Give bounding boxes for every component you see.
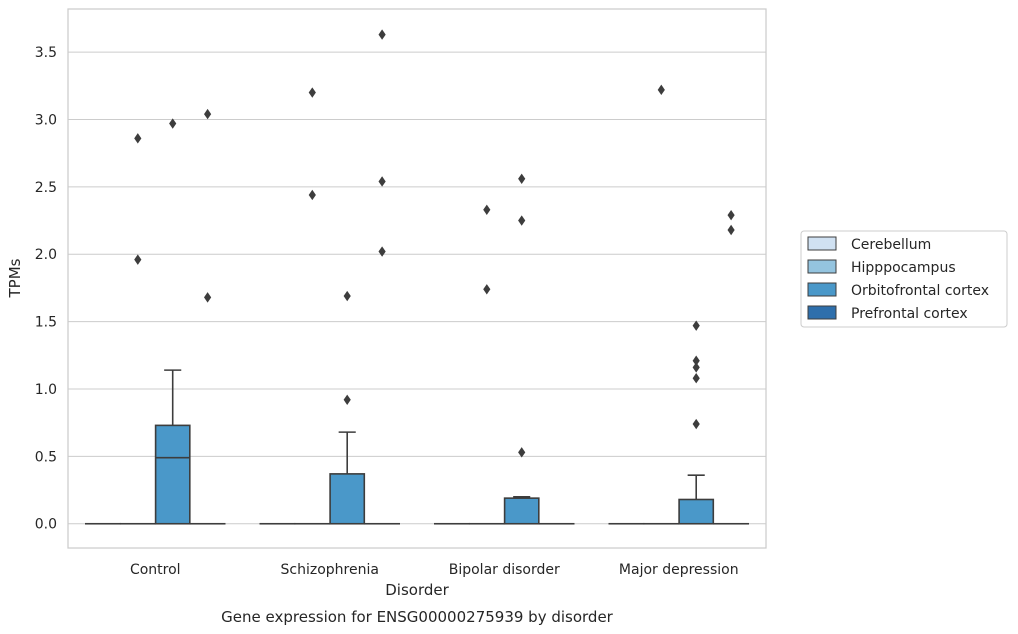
y-tick-label: 3.5 [35, 45, 57, 61]
x-axis-label: Disorder [385, 581, 449, 599]
box-iqr [154, 424, 191, 525]
outlier-point [518, 215, 526, 226]
x-tick-labels: Control Schizophrenia Bipolar disorder Majo… [130, 562, 739, 578]
legend-label: Prefrontal cortex [851, 306, 968, 322]
outlier-point [657, 84, 665, 96]
outlier-point [378, 176, 386, 187]
box-plot [154, 369, 191, 525]
y-axis-label: TPMs [6, 258, 24, 298]
outlier-point [483, 284, 491, 295]
box-iqr [503, 497, 540, 525]
y-tick-label: 3.0 [35, 112, 57, 128]
outlier-point [134, 133, 142, 144]
outlier-point [204, 292, 212, 303]
y-tick-labels: 0.0 0.5 1.0 1.5 2.0 2.5 3.0 3.5 [35, 45, 57, 533]
outlier-point [343, 394, 351, 405]
outlier-point [692, 418, 700, 430]
y-tick-label: 0.5 [35, 449, 57, 465]
outlier-point [727, 209, 735, 221]
legend-swatch [807, 236, 837, 251]
plot-frame [67, 8, 767, 549]
outlier-point [692, 355, 700, 366]
legend-swatch [807, 305, 837, 320]
outlier-point [378, 29, 386, 40]
outlier-point [204, 108, 212, 120]
box-iqr [678, 498, 715, 525]
legend-label: Cerebellum [851, 237, 931, 253]
outlier-point [692, 373, 700, 384]
box-layer [84, 369, 750, 525]
box-plot [329, 431, 366, 525]
legend-items: Cerebellum Hipppocampus Orbitofrontal cort… [807, 236, 989, 322]
outlier-point [308, 189, 316, 201]
outlier-layer [134, 29, 735, 458]
legend-swatch [807, 259, 837, 274]
y-tick-label: 2.5 [35, 180, 57, 196]
x-tick-label: Control [130, 562, 181, 578]
outlier-point [692, 320, 700, 331]
legend-swatch [807, 282, 837, 297]
legend-frame [800, 230, 1008, 328]
outlier-point [169, 118, 177, 129]
outlier-point [692, 362, 700, 373]
outlier-point [518, 173, 526, 184]
outlier-point [308, 87, 316, 98]
box-iqr [329, 473, 366, 525]
box-plot [678, 474, 715, 525]
y-tick-label: 1.5 [35, 315, 57, 331]
x-tick-label: Schizophrenia [281, 562, 379, 578]
outlier-point [343, 290, 351, 302]
legend-label: Orbitofrontal cortex [851, 283, 989, 299]
outlier-point [134, 254, 142, 265]
y-tick-label: 2.0 [35, 247, 57, 263]
chart-title: Gene expression for ENSG00000275939 by d… [221, 608, 614, 626]
y-tick-label: 1.0 [35, 382, 57, 398]
legend-label: Hipppocampus [851, 260, 956, 276]
box-plot [503, 495, 540, 525]
x-tick-label: Major depression [619, 562, 739, 578]
y-tick-label: 0.0 [35, 517, 57, 533]
legend: Cerebellum Hipppocampus Orbitofrontal cort… [800, 230, 1008, 328]
outlier-point [518, 447, 526, 458]
outlier-point [727, 224, 735, 236]
outlier-point [378, 246, 386, 257]
x-tick-label: Bipolar disorder [449, 562, 560, 578]
outlier-point [483, 204, 491, 215]
